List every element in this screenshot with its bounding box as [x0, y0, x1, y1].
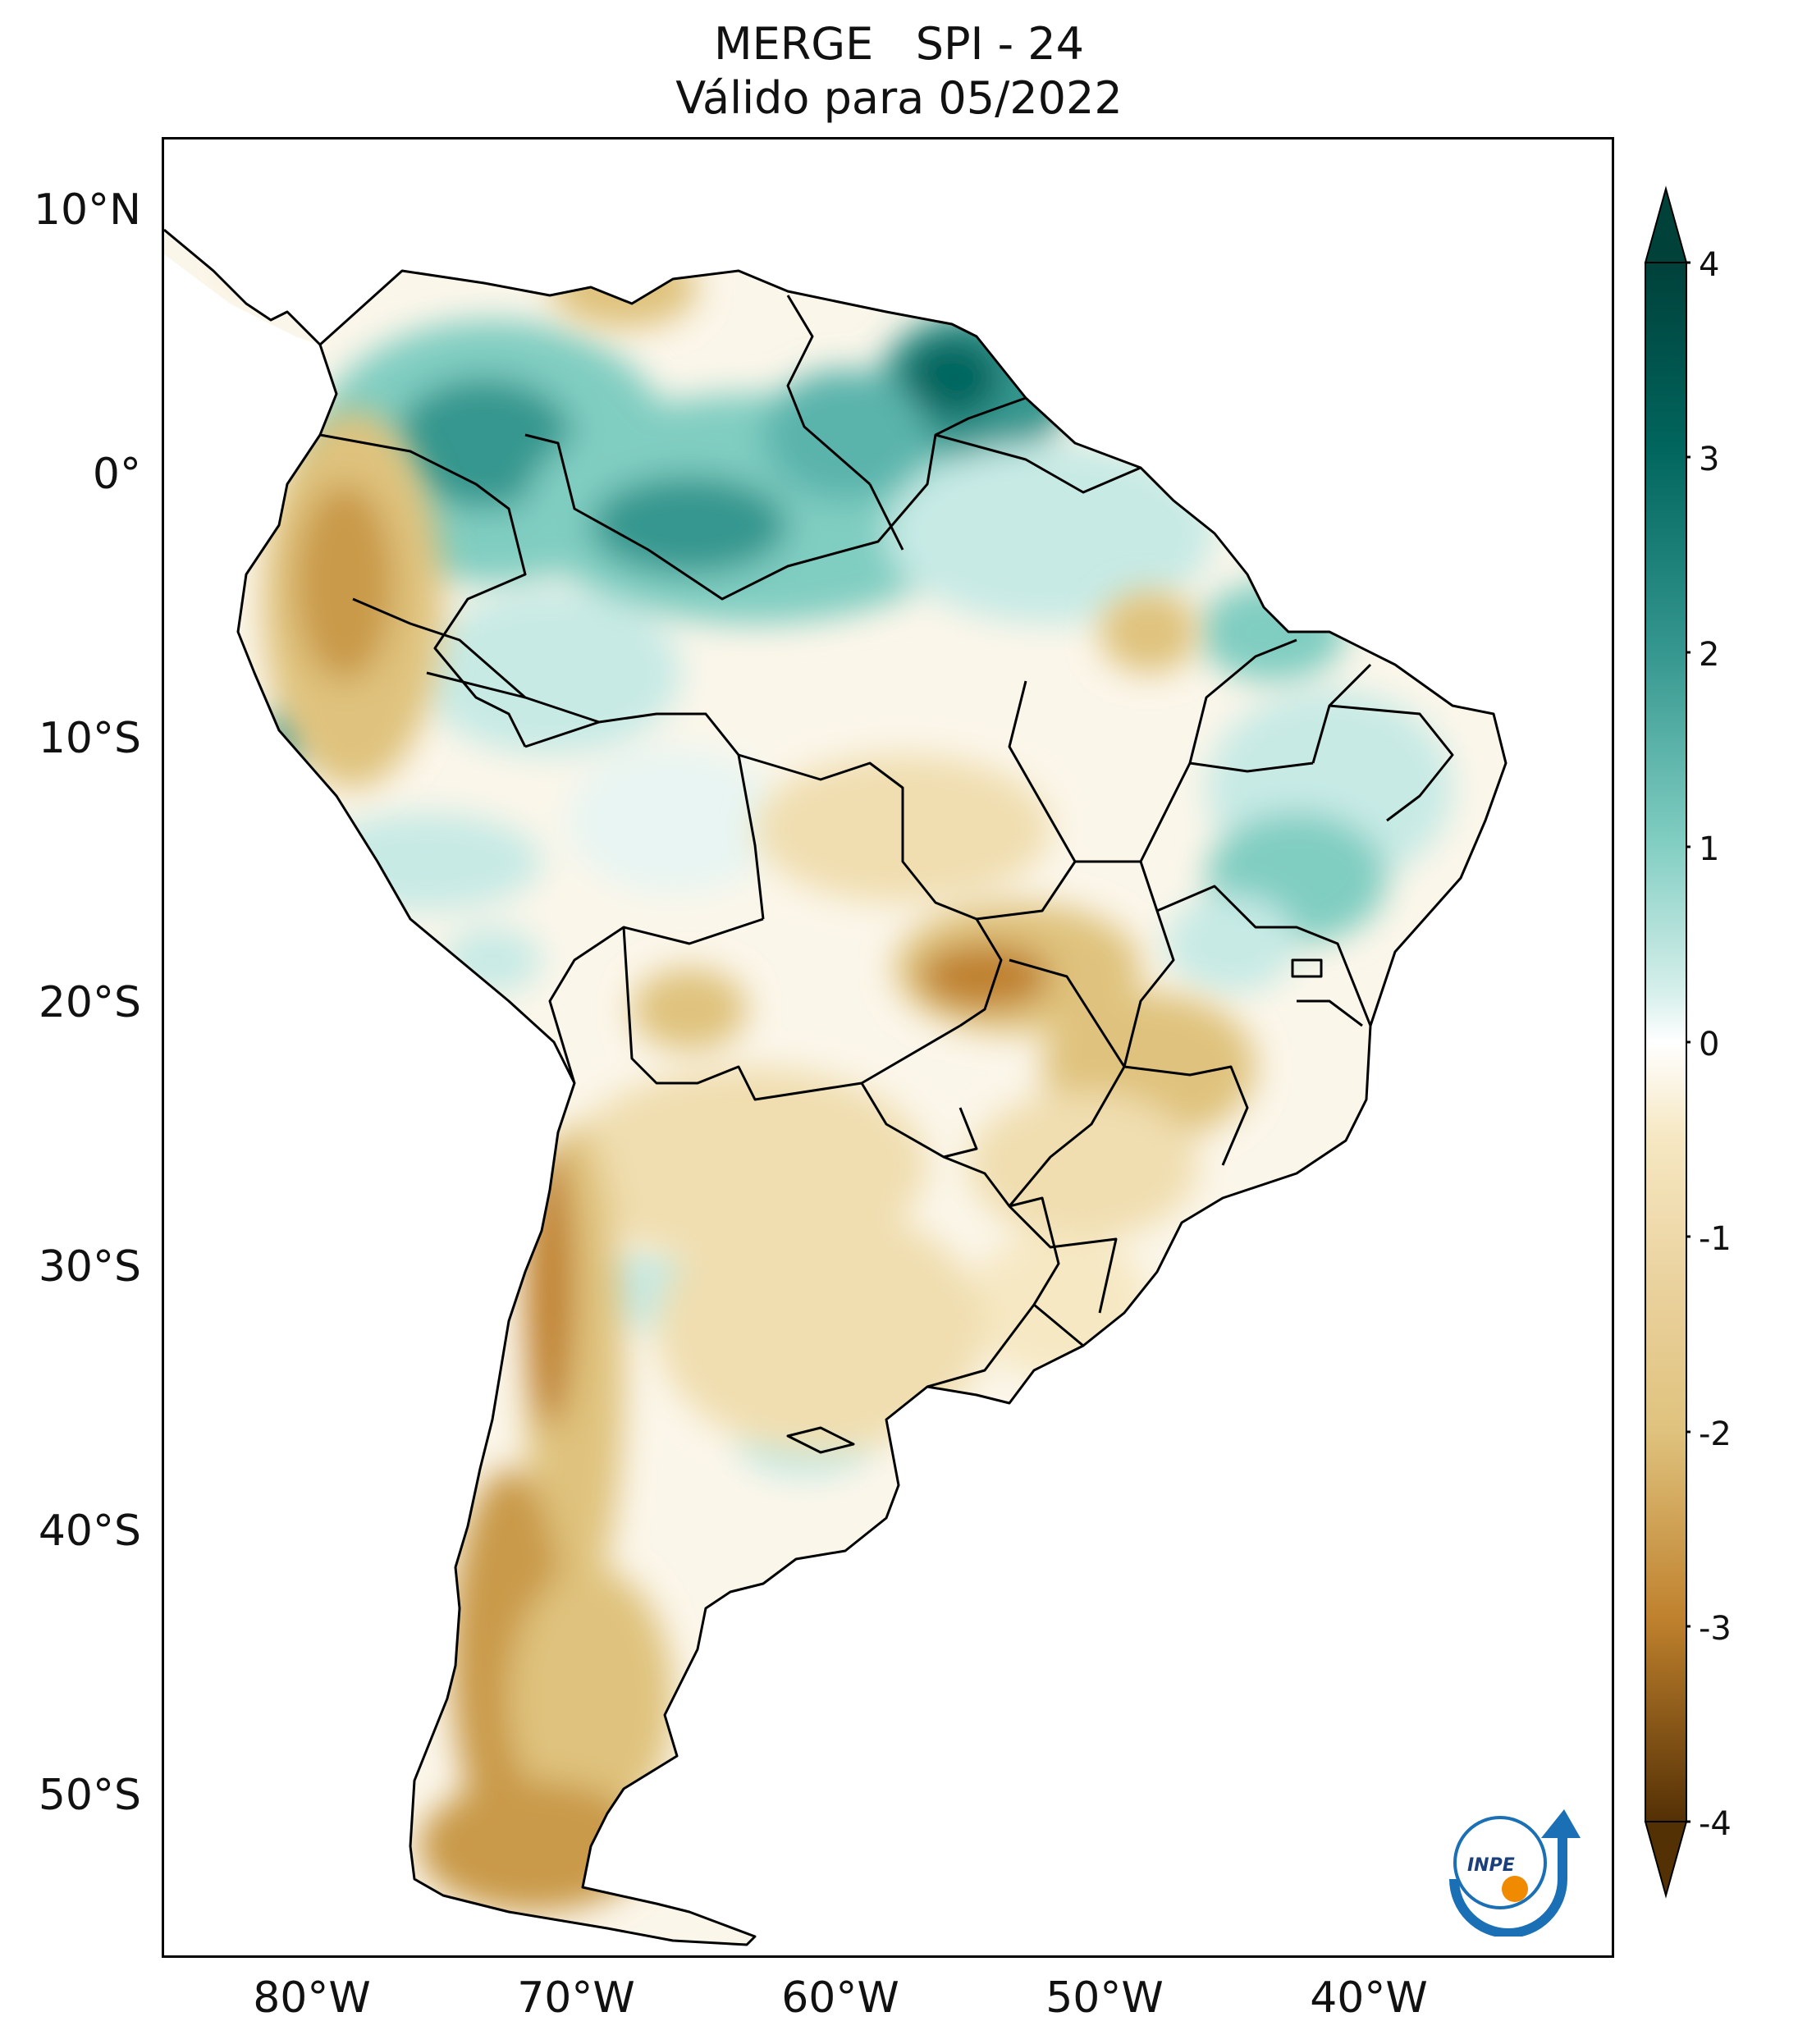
lat-label-50s: 50°S — [38, 1771, 141, 1820]
lon-label-70w: 70°W — [517, 1973, 635, 2023]
map-subtitle: Válido para 05/2022 — [675, 72, 1123, 124]
colorbar-gradient — [1645, 262, 1687, 1822]
lat-label-40s: 40°S — [38, 1507, 141, 1556]
colorbar-tick-2: 2 — [1699, 636, 1720, 674]
map-title: MERGE SPI - 24 — [714, 18, 1084, 70]
borders — [164, 228, 1507, 1946]
colorbar-tick-4: 4 — [1699, 246, 1720, 284]
colorbar-tick-1: 1 — [1699, 830, 1720, 868]
colorbar-tick-3: 3 — [1699, 441, 1720, 478]
colorbar — [1644, 185, 1690, 1899]
lon-label-60w: 60°W — [781, 1973, 899, 2023]
inpe-logo: INPE — [1449, 1809, 1581, 1937]
lon-label-50w: 50°W — [1045, 1973, 1164, 2023]
inpe-logo-text: INPE — [1467, 1855, 1515, 1876]
lat-label-20s: 20°S — [38, 978, 141, 1027]
colorbar-max-arrow — [1644, 185, 1688, 263]
colorbar-tick-0: 0 — [1699, 1026, 1720, 1063]
lat-label-10s: 10°S — [38, 714, 141, 763]
spi-field — [164, 230, 1506, 1945]
south-america-spi-map — [164, 228, 1507, 1946]
lat-label-30s: 30°S — [38, 1242, 141, 1292]
lat-label-10n: 10°N — [33, 185, 141, 235]
lat-label-0: 0° — [92, 450, 141, 499]
colorbar-min-arrow — [1644, 1821, 1688, 1899]
lon-label-80w: 80°W — [253, 1973, 371, 2023]
colorbar-tick-neg1: -1 — [1699, 1220, 1732, 1258]
map-panel — [162, 137, 1614, 1958]
colorbar-tick-neg4: -4 — [1699, 1805, 1732, 1843]
colorbar-tick-neg2: -2 — [1699, 1415, 1732, 1453]
colorbar-tick-neg3: -3 — [1699, 1610, 1732, 1648]
lon-label-40w: 40°W — [1310, 1973, 1428, 2023]
